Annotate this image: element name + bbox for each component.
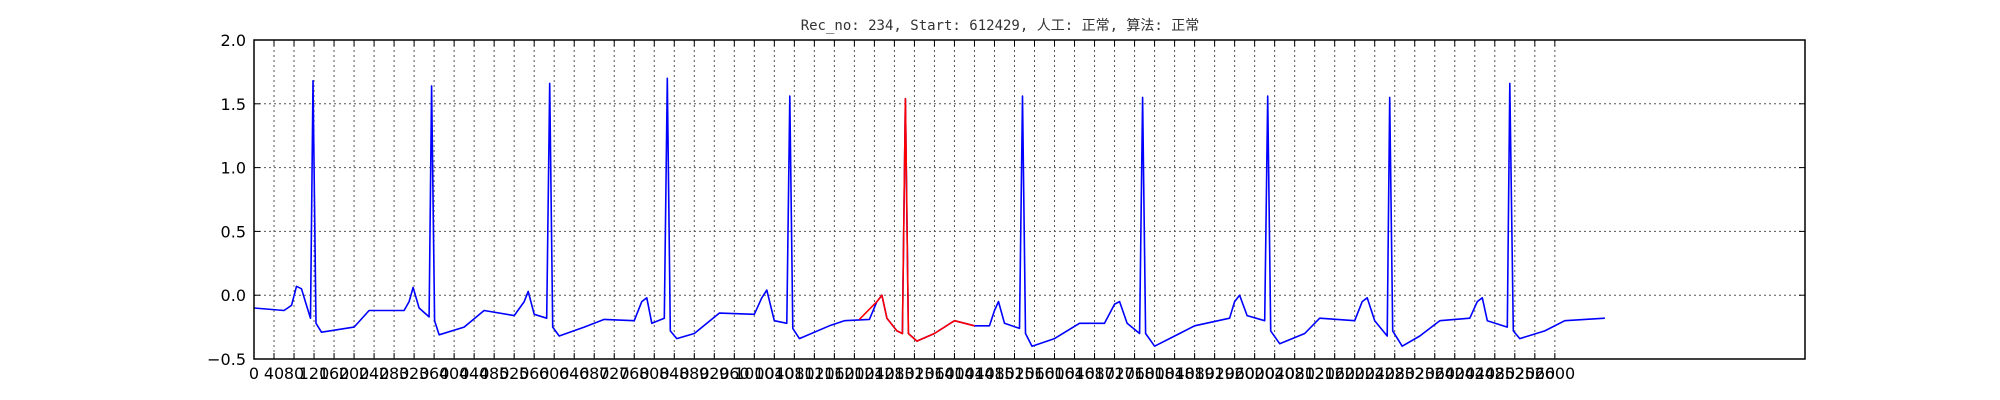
ecg-highlight-segment bbox=[858, 97, 975, 342]
x-tick-label: 840 bbox=[659, 364, 690, 383]
x-tick-label: 1480 bbox=[974, 364, 1015, 383]
x-tick-label: 1840 bbox=[1154, 364, 1195, 383]
x-tick-label: 1680 bbox=[1074, 364, 1115, 383]
x-tick-label: 1640 bbox=[1054, 364, 1095, 383]
x-tick-label: 480 bbox=[479, 364, 510, 383]
x-tick-label: 120 bbox=[299, 364, 330, 383]
x-tick-label: 920 bbox=[699, 364, 730, 383]
x-tick-label: 2360 bbox=[1414, 364, 1455, 383]
y-tick-label: 0.0 bbox=[221, 286, 246, 305]
x-tick-label: 320 bbox=[399, 364, 430, 383]
x-tick-label: 200 bbox=[339, 364, 370, 383]
plot-lines bbox=[253, 77, 1605, 348]
y-axis-ticks: −0.5 0.0 0.5 1.0 1.5 2.0 bbox=[207, 31, 1805, 369]
x-tick-label: 0 bbox=[249, 364, 259, 383]
y-tick-label: 2.0 bbox=[221, 31, 246, 50]
x-tick-label: 960 bbox=[719, 364, 750, 383]
x-tick-label: 80 bbox=[284, 364, 304, 383]
x-tick-label: 2120 bbox=[1294, 364, 1335, 383]
x-tick-label: 1200 bbox=[834, 364, 875, 383]
x-tick-label: 1760 bbox=[1114, 364, 1155, 383]
x-tick-label: 1040 bbox=[754, 364, 795, 383]
x-tick-label: 680 bbox=[579, 364, 610, 383]
x-tick-label: 1920 bbox=[1194, 364, 1235, 383]
x-tick-label: 40 bbox=[264, 364, 284, 383]
x-tick-label: 440 bbox=[459, 364, 490, 383]
x-tick-label: 1360 bbox=[914, 364, 955, 383]
ecg-signal-line bbox=[253, 77, 1605, 348]
y-tick-label: 1.5 bbox=[221, 95, 246, 114]
x-tick-label: 240 bbox=[359, 364, 390, 383]
chart-title: Rec_no: 234, Start: 612429, 人工: 正常, 算法: … bbox=[801, 18, 1200, 34]
x-tick-label: 400 bbox=[439, 364, 470, 383]
x-tick-label: 1400 bbox=[934, 364, 975, 383]
x-tick-label: 360 bbox=[419, 364, 450, 383]
x-tick-label: 1600 bbox=[1034, 364, 1075, 383]
x-tick-label: 2480 bbox=[1474, 364, 1515, 383]
y-tick-label: 0.5 bbox=[221, 222, 246, 241]
x-tick-label: 1280 bbox=[874, 364, 915, 383]
x-tick-label: 2040 bbox=[1254, 364, 1295, 383]
x-tick-label: 1000 bbox=[734, 364, 775, 383]
x-tick-label: 160 bbox=[319, 364, 350, 383]
x-tick-label: 640 bbox=[559, 364, 590, 383]
x-tick-label: 1960 bbox=[1214, 364, 1255, 383]
x-tick-label: 280 bbox=[379, 364, 410, 383]
x-tick-label: 800 bbox=[639, 364, 670, 383]
y-tick-label: −0.5 bbox=[207, 350, 246, 369]
x-tick-label: 1880 bbox=[1174, 364, 1215, 383]
x-tick-label: 520 bbox=[499, 364, 530, 383]
x-tick-label: 1240 bbox=[854, 364, 895, 383]
x-axis-ticks: 0 40 8012016020024028032036040044048052056… bbox=[249, 40, 1575, 383]
x-tick-label: 2440 bbox=[1454, 364, 1495, 383]
x-tick-label: 1120 bbox=[794, 364, 835, 383]
x-tick-label: 2200 bbox=[1334, 364, 1375, 383]
x-tick-label: 1080 bbox=[774, 364, 815, 383]
x-tick-label: 2400 bbox=[1434, 364, 1475, 383]
x-tick-label: 560 bbox=[519, 364, 550, 383]
x-tick-label: 1440 bbox=[954, 364, 995, 383]
x-tick-label: 1800 bbox=[1134, 364, 1175, 383]
x-tick-label: 2320 bbox=[1394, 364, 1435, 383]
x-tick-label: 880 bbox=[679, 364, 710, 383]
x-tick-label: 1320 bbox=[894, 364, 935, 383]
x-tick-label: 1160 bbox=[814, 364, 855, 383]
x-tick-label: 1720 bbox=[1094, 364, 1135, 383]
plot-area-frame bbox=[253, 39, 1806, 360]
x-tick-label: 2240 bbox=[1354, 364, 1395, 383]
x-tick-label: 1560 bbox=[1014, 364, 1055, 383]
x-tick-label: 2280 bbox=[1374, 364, 1415, 383]
y-tick-label: 1.0 bbox=[221, 159, 246, 178]
x-tick-label: 1520 bbox=[994, 364, 1035, 383]
grid-lines bbox=[253, 39, 1805, 360]
x-tick-label: 2520 bbox=[1494, 364, 1535, 383]
x-tick-label: 2000 bbox=[1234, 364, 1275, 383]
x-tick-label: 720 bbox=[599, 364, 630, 383]
x-tick-label: 760 bbox=[619, 364, 650, 383]
x-tick-label: 2600 bbox=[1534, 364, 1575, 383]
x-tick-label: 2080 bbox=[1274, 364, 1315, 383]
x-tick-label: 600 bbox=[539, 364, 570, 383]
x-tick-label: 2160 bbox=[1314, 364, 1355, 383]
x-tick-label: 2560 bbox=[1514, 364, 1555, 383]
